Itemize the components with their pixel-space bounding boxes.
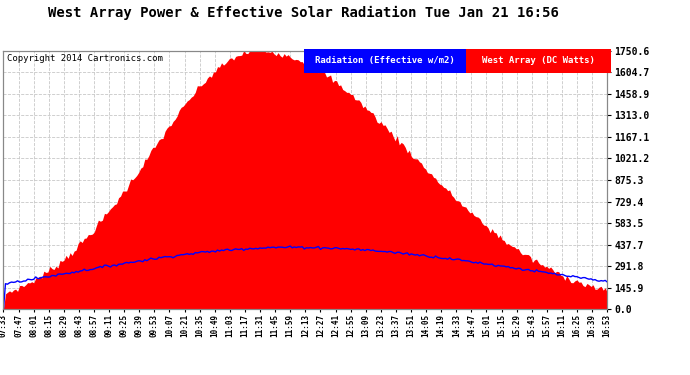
Text: West Array (DC Watts): West Array (DC Watts) — [482, 57, 595, 66]
Text: Copyright 2014 Cartronics.com: Copyright 2014 Cartronics.com — [7, 54, 163, 63]
Text: West Array Power & Effective Solar Radiation Tue Jan 21 16:56: West Array Power & Effective Solar Radia… — [48, 6, 559, 20]
Text: Radiation (Effective w/m2): Radiation (Effective w/m2) — [315, 57, 455, 66]
